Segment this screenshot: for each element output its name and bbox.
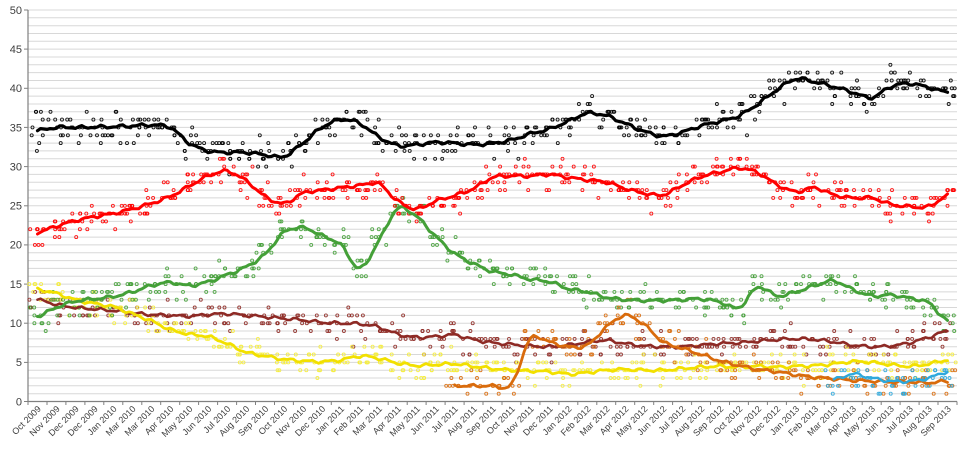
scatter-red bbox=[28, 156, 956, 247]
y-tick-label: 10 bbox=[10, 318, 22, 330]
trend-line-orange bbox=[453, 312, 949, 390]
y-tick-label: 40 bbox=[10, 83, 22, 95]
y-tick-label: 5 bbox=[16, 357, 22, 369]
trend-line-black bbox=[35, 76, 950, 159]
trend-lines bbox=[35, 76, 950, 390]
trend-line-red bbox=[36, 165, 949, 236]
y-tick-label: 25 bbox=[10, 201, 22, 213]
trend-line-yellow bbox=[36, 286, 949, 377]
y-tick-label: 35 bbox=[10, 122, 22, 134]
trend-line-light-blue bbox=[832, 370, 949, 385]
scatter-orange bbox=[444, 297, 958, 396]
y-tick-label: 30 bbox=[10, 161, 22, 173]
trend-line-dark-red bbox=[36, 297, 949, 350]
scatter-green bbox=[27, 195, 957, 333]
y-tick-label: 50 bbox=[10, 5, 22, 17]
y-tick-label: 45 bbox=[10, 44, 22, 56]
y-tick-label: 15 bbox=[10, 279, 22, 291]
axes bbox=[24, 9, 958, 405]
trend-line-green bbox=[36, 205, 949, 322]
y-axis-labels: 0 5 10 15 20 25 30 35 40 45 50 bbox=[10, 5, 22, 408]
y-tick-label: 20 bbox=[10, 240, 22, 252]
y-tick-label: 0 bbox=[16, 396, 22, 408]
scatter-dark-red bbox=[27, 289, 953, 365]
